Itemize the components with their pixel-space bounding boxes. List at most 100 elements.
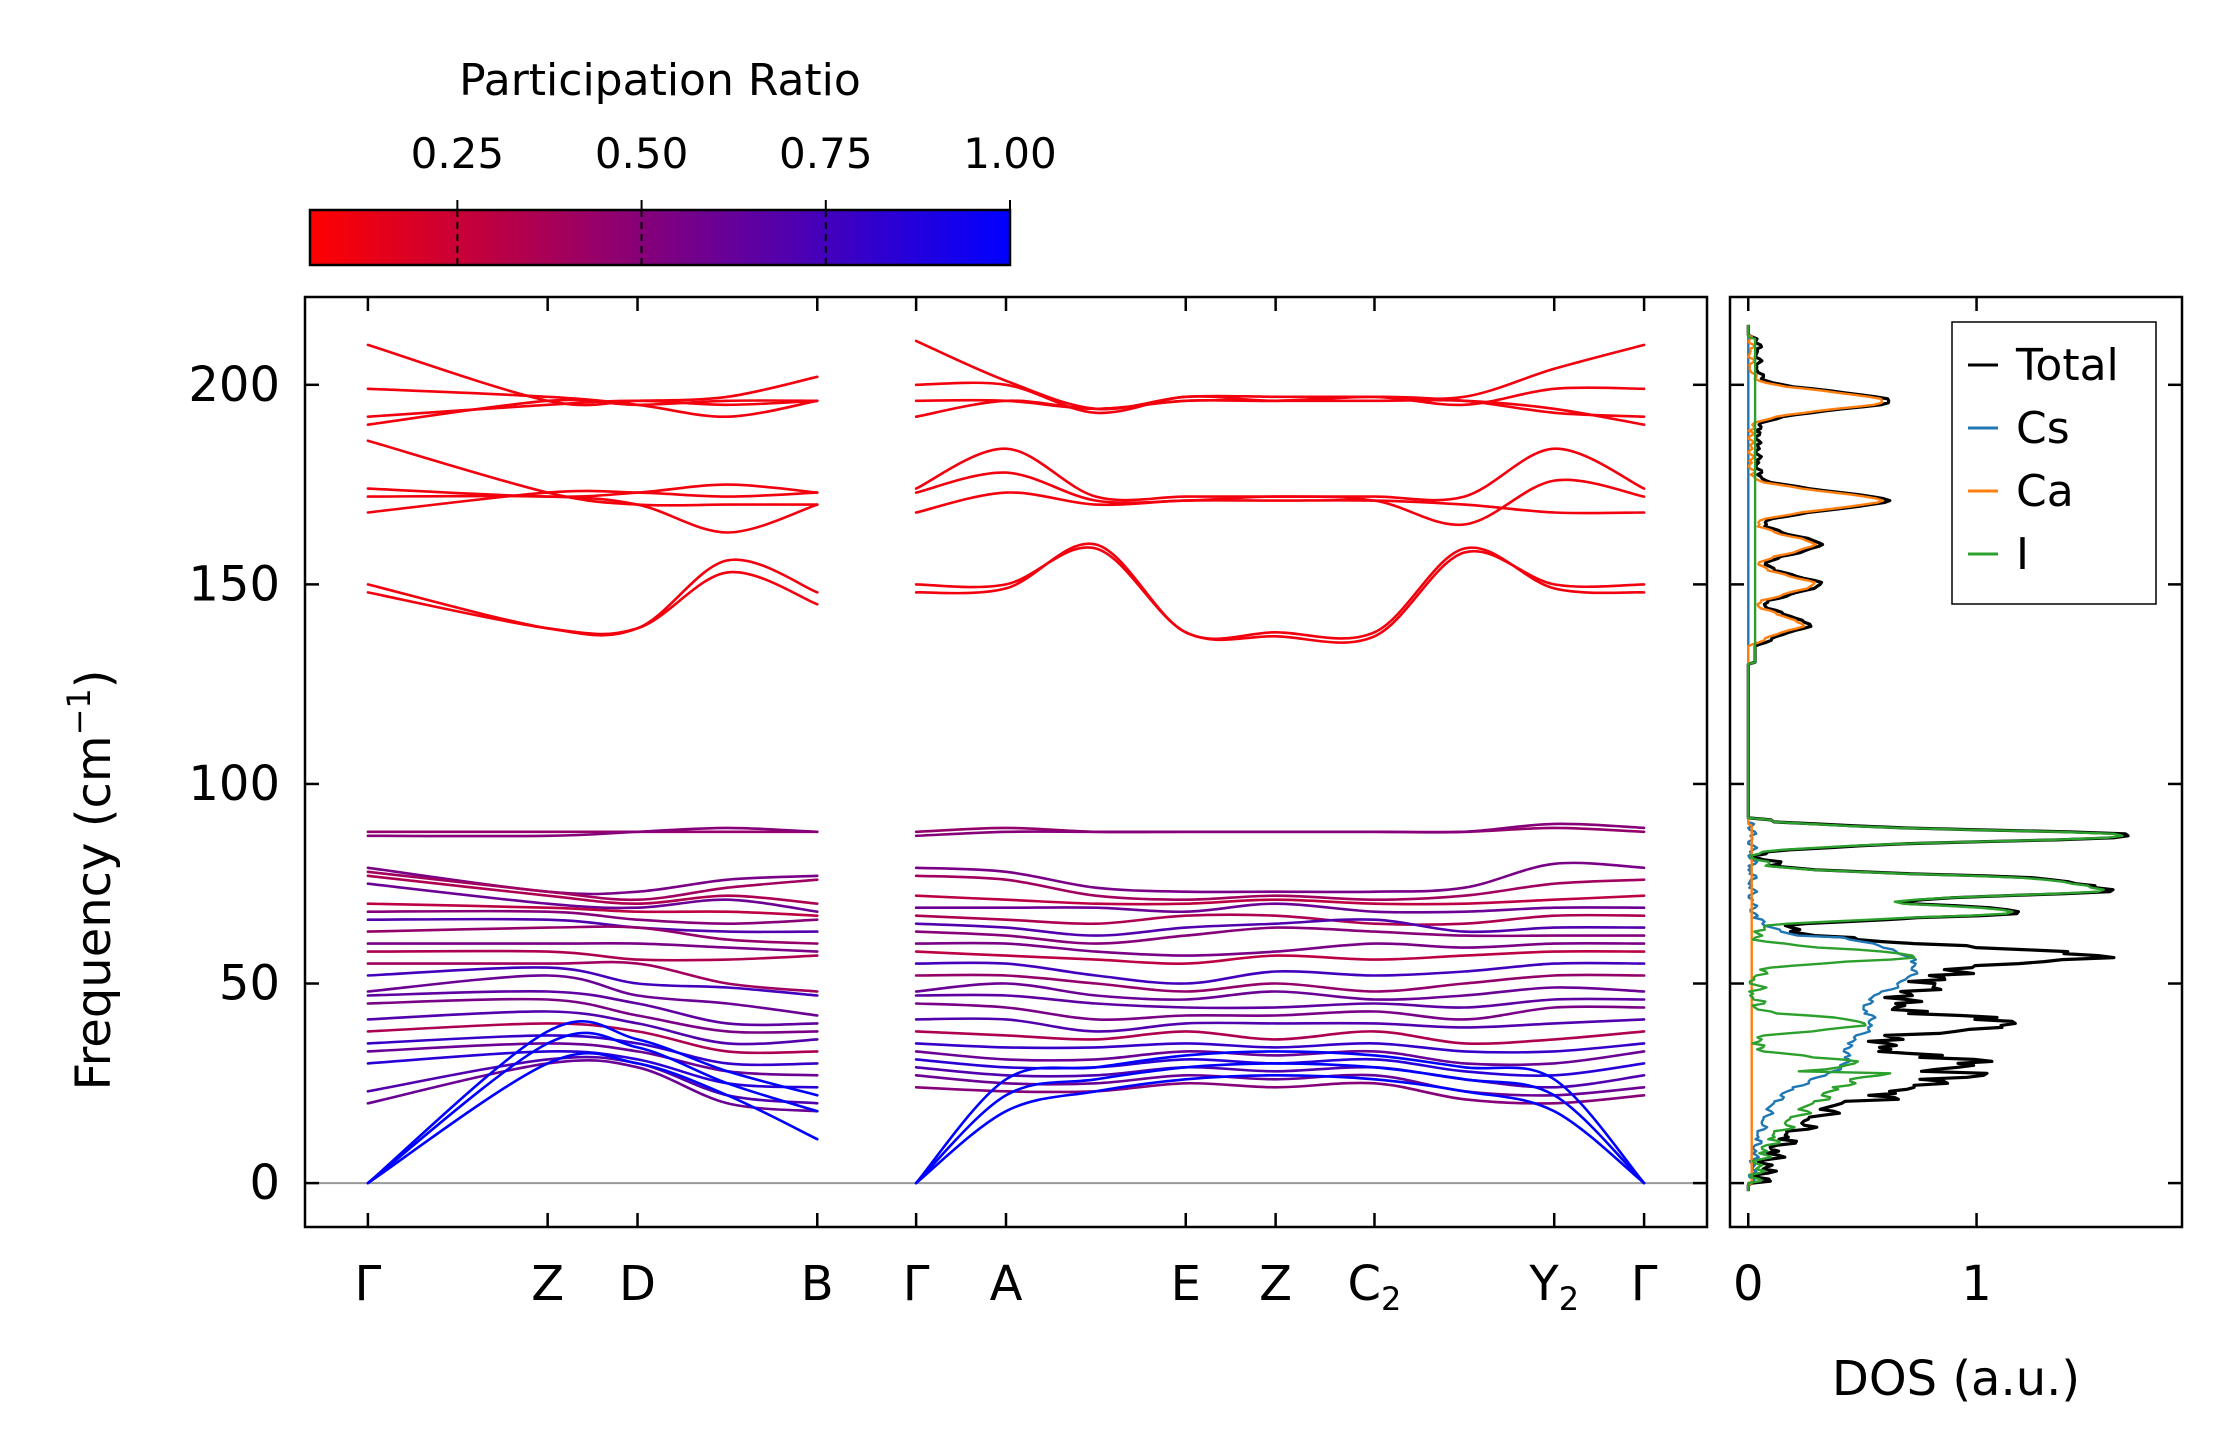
high-symmetry-label: Γ [1631,1256,1658,1312]
low-optical-band [366,1042,819,1077]
low-optical-band [914,949,1646,965]
acoustic-band [914,1050,1646,1185]
low-optical-band [914,874,1646,902]
legend-label: Ca [2016,466,2074,517]
dos-y-ticks [1730,383,2182,1185]
high-symmetry-label: Γ [903,1256,930,1312]
dos-ca-curve [1747,324,1885,1192]
low-optical-band [914,913,1646,926]
dos-cs-curve [1747,324,1919,1192]
phonon-bands [305,339,1707,1185]
high-symmetry-label: Z [1259,1256,1292,1312]
acoustic-band [366,1031,819,1185]
low-optical-band [914,918,1646,937]
colorbar-label: Participation Ratio [459,55,861,106]
high-optical-band [366,570,819,636]
dos-axes-frame [1728,295,2184,1229]
dos-x-tick-label: 1 [1961,1256,1992,1312]
legend-frame [1951,321,2157,605]
high-optical-band [914,491,1646,515]
low-optical-band [914,973,1646,993]
high-optical-band [914,471,1646,527]
low-optical-band [366,966,819,997]
colorbar-tick-label: 0.75 [779,129,873,178]
high-symmetry-label: Z [531,1256,564,1312]
high-optical-band [914,339,1646,411]
high-optical-band [914,542,1646,641]
acoustic-band [914,1073,1646,1185]
low-optical-band [914,1017,1646,1033]
low-optical-band [914,894,1646,906]
low-optical-band [914,902,1646,914]
high-optical-band [914,546,1646,644]
low-optical-band [914,1057,1646,1077]
high-symmetry-label: Γ [355,1256,382,1312]
high-optical-band [914,398,1646,426]
legend-label: Cs [2016,403,2070,454]
low-optical-band [914,1030,1646,1045]
low-optical-band [366,974,819,1017]
low-optical-band [914,1002,1646,1021]
dos-legend: Total Cs Ca I [1951,321,2157,605]
low-optical-band [914,1049,1646,1067]
low-optical-band [366,1034,819,1067]
high-optical-band [366,343,819,407]
dos-x-tick-label: 0 [1733,1256,1764,1312]
y-tick-label: 150 [188,556,280,612]
colorbar: Participation Ratio 0.25 0.50 0.75 1.00 [308,55,1057,267]
legend-label: I [2016,529,2029,580]
high-optical-band [366,489,819,514]
high-optical-band [366,558,819,637]
dos-curves [1746,324,2130,1192]
dos-x-axis-label: DOS (a.u.) [1832,1351,2080,1407]
legend-label: Total [2015,340,2119,391]
high-optical-band [366,398,819,426]
low-optical-band [366,1010,819,1046]
colorbar-ticks: 0.25 0.50 0.75 1.00 [411,129,1057,265]
y-tick-label: 0 [249,1155,280,1211]
high-symmetry-label: A [990,1256,1023,1312]
high-symmetry-label: D [619,1256,656,1312]
low-optical-band [366,941,819,953]
acoustic-band [366,1051,819,1185]
low-optical-band [366,882,819,913]
low-optical-band [366,866,819,896]
low-optical-band [366,925,819,945]
low-optical-band [366,909,819,926]
low-optical-band [366,1050,819,1089]
band-axes-frame [303,295,1709,1229]
y-tick-label: 200 [188,357,280,413]
y-tick-label: 50 [219,956,280,1012]
low-optical-band [914,1081,1646,1105]
low-optical-band [366,949,819,962]
high-symmetry-label: Y2 [1528,1256,1579,1318]
low-optical-band [366,826,819,838]
low-optical-band [914,993,1646,1010]
high-symmetry-label: C2 [1348,1256,1402,1318]
band-y-axis-label: Frequency (cm−1) [60,669,122,1090]
low-optical-band [914,822,1646,838]
dos-i-curve [1747,324,2124,1192]
low-optical-band [366,997,819,1034]
low-optical-band [366,960,819,993]
low-optical-band [914,1065,1646,1089]
low-optical-band [366,870,819,902]
band-x-ticks: Γ Z D B Γ A E Z C2 Y2 Γ [355,297,1658,1318]
low-optical-band [366,902,819,917]
low-optical-band [914,941,1646,957]
acoustic-band [914,1062,1646,1185]
low-optical-band [914,926,1646,945]
low-optical-band [366,874,819,906]
low-optical-band [366,989,819,1027]
low-optical-band [914,1042,1646,1054]
colorbar-gradient [308,208,1012,267]
low-optical-band [914,961,1646,985]
y-tick-label: 100 [188,756,280,812]
band-y-ticks: 0 50 100 150 200 [188,357,1707,1211]
high-optical-band [366,494,819,534]
high-symmetry-label: B [801,1256,834,1312]
colorbar-tick-label: 0.50 [595,129,689,178]
